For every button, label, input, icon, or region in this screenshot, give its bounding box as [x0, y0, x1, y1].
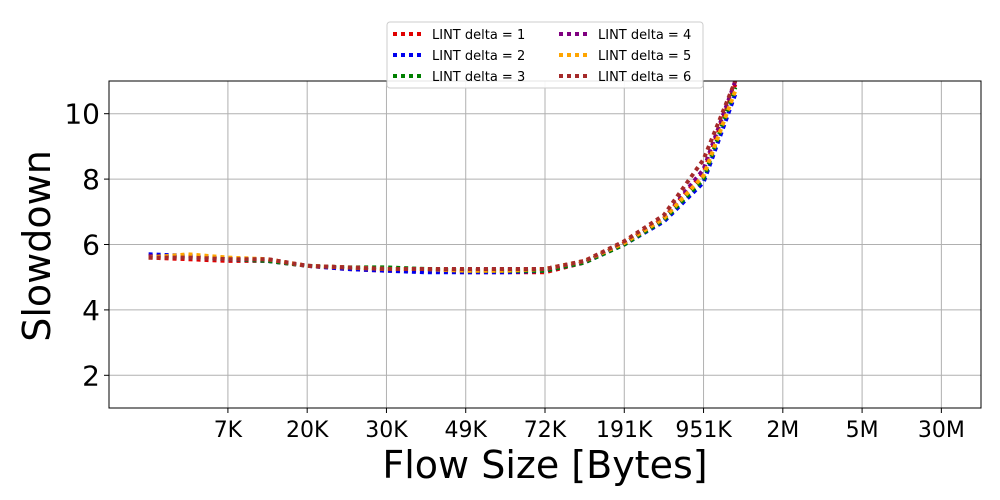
- series-line-5: [148, 90, 738, 273]
- series-line-6: [148, 81, 738, 271]
- x-tick-label: 30M: [918, 418, 965, 443]
- series-line-2: [148, 93, 738, 275]
- y-tick-label: 2: [82, 359, 100, 392]
- x-tick-label: 5M: [846, 418, 879, 443]
- x-tick-label: 30K: [365, 418, 408, 443]
- y-tick-label: 8: [82, 163, 100, 196]
- y-axis-label: Slowdown: [15, 150, 59, 342]
- series-line-4: [148, 81, 738, 273]
- x-axis-ticks: 7K 20K 30K 49K 72K 191K 951K 2M 5M 30M: [214, 408, 965, 443]
- legend-label: LINT delta = 5: [598, 49, 691, 64]
- legend-label: LINT delta = 3: [432, 70, 525, 85]
- series-lines: [148, 81, 738, 275]
- legend-label: LINT delta = 6: [598, 70, 691, 85]
- x-tick-label: 7K: [214, 418, 243, 443]
- x-tick-label: 72K: [524, 418, 567, 443]
- grid: [109, 81, 981, 408]
- x-axis-label: Flow Size [Bytes]: [382, 443, 707, 487]
- legend-label: LINT delta = 2: [432, 49, 525, 64]
- legend: LINT delta = 1 LINT delta = 2 LINT delta =…: [386, 21, 704, 89]
- x-tick-label: 2M: [766, 418, 799, 443]
- x-tick-label: 49K: [445, 418, 488, 443]
- y-axis-ticks: 2 4 6 8 10: [64, 98, 109, 392]
- y-tick-label: 6: [82, 229, 100, 262]
- legend-label: LINT delta = 4: [598, 28, 691, 43]
- y-tick-label: 10: [64, 98, 100, 131]
- x-tick-label: 20K: [286, 418, 329, 443]
- y-tick-label: 4: [82, 294, 100, 327]
- x-tick-label: 951K: [675, 418, 732, 443]
- x-tick-label: 191K: [596, 418, 653, 443]
- legend-label: LINT delta = 1: [432, 28, 525, 43]
- legend-box: [386, 21, 704, 89]
